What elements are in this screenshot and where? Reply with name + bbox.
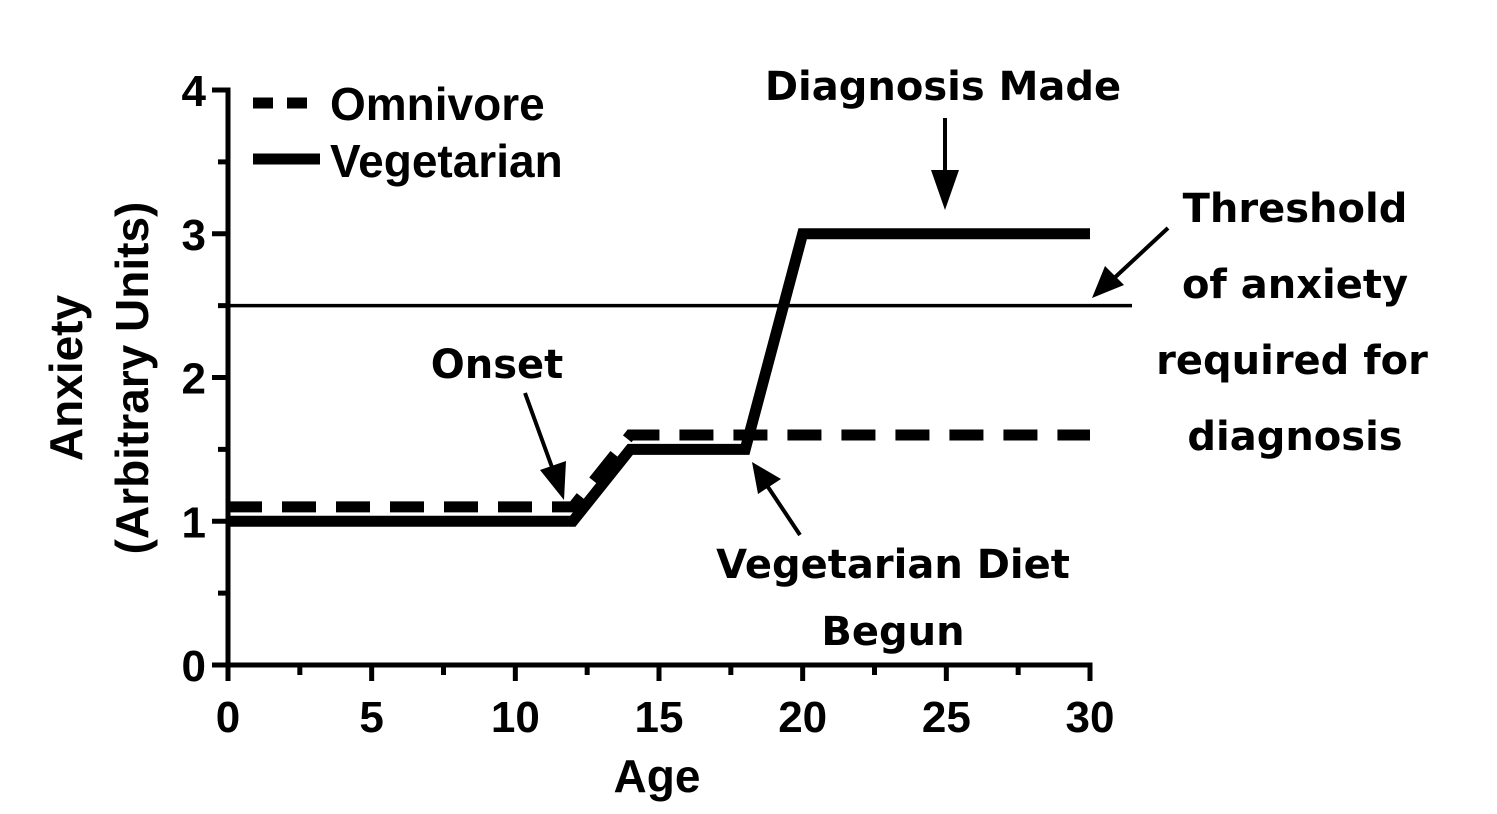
x-tick-label: 10: [491, 693, 540, 742]
x-tick-label: 5: [359, 693, 383, 742]
annotation-threshold-line4: diagnosis: [1187, 414, 1402, 460]
annotation-onset-arrow: [523, 392, 555, 471]
annotation-onset-arrowhead: [540, 461, 566, 500]
annotation-onset: Onset: [431, 342, 566, 500]
legend-label-omnivore: Omnivore: [330, 78, 545, 130]
y-tick-label: 3: [182, 211, 206, 260]
annotation-threshold-line1: Threshold: [1183, 186, 1408, 232]
annotation-diet-line2: Begun: [821, 609, 964, 655]
annotation-diet-arrow: [766, 485, 802, 537]
y-axis-title-line1: Anxiety: [40, 295, 92, 462]
x-tick-label: 15: [635, 693, 684, 742]
x-axis-title: Age: [614, 750, 701, 802]
legend-label-vegetarian: Vegetarian: [330, 135, 563, 187]
y-axis-title: Anxiety (Arbitrary Units): [40, 202, 158, 555]
x-tick-label: 30: [1066, 693, 1115, 742]
annotation-threshold-arrow: [1108, 226, 1170, 284]
x-tick-label: 0: [216, 693, 240, 742]
legend: Omnivore Vegetarian: [253, 78, 563, 187]
annotation-threshold-line3: required for: [1156, 338, 1428, 384]
annotation-diagnosis-text: Diagnosis Made: [765, 64, 1121, 110]
annotation-onset-text: Onset: [431, 342, 564, 388]
annotation-diet-line1: Vegetarian Diet: [716, 542, 1070, 588]
series-line-vegetarian: [228, 228, 1090, 527]
series-line-omnivore: [228, 429, 1090, 513]
x-tick-label: 25: [922, 693, 971, 742]
ticks: 0 5 10 15 20 25 30 0 1 2 3 4: [182, 67, 1115, 742]
annotation-diagnosis-arrowhead: [931, 170, 959, 210]
annotation-threshold: Threshold of anxiety required for diagno…: [1092, 186, 1428, 460]
annotation-diet-arrowhead: [752, 462, 781, 494]
y-tick-label: 1: [182, 498, 206, 547]
annotation-threshold-arrowhead: [1092, 266, 1124, 298]
y-tick-label: 2: [182, 355, 206, 404]
y-tick-label: 0: [182, 642, 206, 691]
annotation-diagnosis: Diagnosis Made: [765, 64, 1121, 210]
annotation-threshold-line2: of anxiety: [1182, 262, 1408, 308]
y-tick-label: 4: [182, 67, 207, 116]
y-axis-title-line2: (Arbitrary Units): [106, 202, 158, 555]
series-layer: [228, 228, 1090, 527]
annotation-diet: Vegetarian Diet Begun: [716, 462, 1070, 655]
x-tick-label: 20: [778, 693, 827, 742]
